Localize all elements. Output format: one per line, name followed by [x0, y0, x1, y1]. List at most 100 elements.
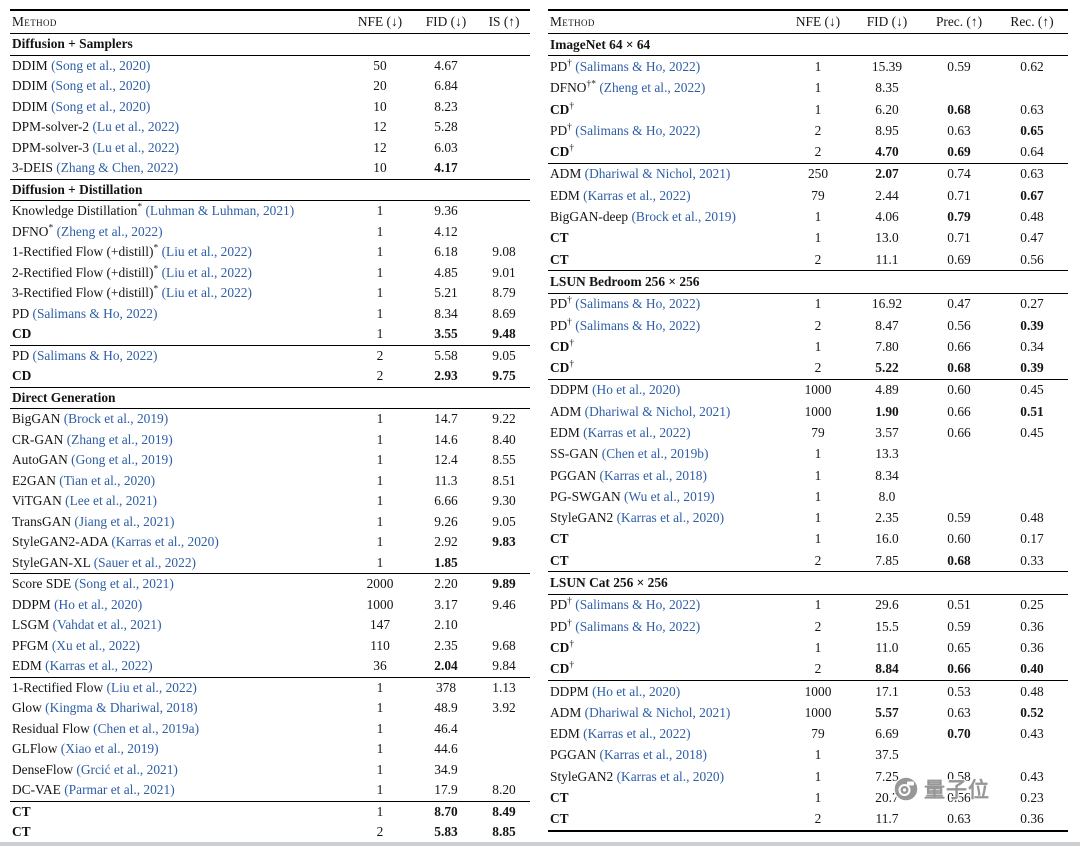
value-cell: 0.36 — [1020, 811, 1044, 827]
method-cell: CD† — [548, 339, 784, 355]
citation-link[interactable]: (Salimans & Ho, 2022) — [575, 58, 701, 74]
method-cell: DDIM (Song et al., 2020) — [10, 78, 346, 94]
citation-link[interactable]: (Gong et al., 2019) — [71, 452, 173, 468]
citation-link[interactable]: (Song et al., 2020) — [51, 78, 151, 94]
value-cell: 16.92 — [871, 296, 903, 312]
method-name: 3-Rectified Flow (+distill) — [12, 285, 154, 301]
citation-link[interactable]: (Karras et al., 2022) — [583, 424, 691, 440]
citation-link[interactable]: (Lee et al., 2021) — [65, 493, 157, 509]
method-superscript: * — [153, 264, 159, 275]
citation-link[interactable]: (Salimans & Ho, 2022) — [575, 122, 701, 138]
value-cell: 2 — [814, 251, 822, 267]
citation-link[interactable]: (Liu et al., 2022) — [161, 244, 252, 260]
value-cell: 5.21 — [434, 285, 458, 301]
citation-link[interactable]: (Jiang et al., 2021) — [74, 513, 175, 529]
citation-link[interactable]: (Karras et al., 2020) — [616, 768, 725, 784]
method-name: DDPM — [550, 683, 589, 699]
citation-link[interactable]: (Karras et al., 2020) — [111, 534, 219, 550]
table-row: EDM (Karras et al., 2022) 79 2.44 0.71 0.67 — [548, 185, 1068, 206]
citation-link[interactable]: (Karras et al., 2022) — [583, 726, 691, 742]
value-cell: 17.9 — [434, 782, 458, 798]
citation-link[interactable]: (Dhariwal & Nichol, 2021) — [584, 403, 731, 419]
value-cell: 44.6 — [434, 741, 458, 757]
citation-link[interactable]: (Dhariwal & Nichol, 2021) — [584, 704, 731, 720]
method-cell: PGGAN (Karras et al., 2018) — [548, 747, 784, 763]
method-name: Residual Flow — [12, 720, 90, 736]
table-row: DFNO†* (Zheng et al., 2022) 1 8.35 — [548, 78, 1068, 99]
citation-link[interactable]: (Brock et al., 2019) — [63, 411, 169, 427]
method-name: TransGAN — [12, 513, 72, 529]
citation-link[interactable]: (Luhman & Luhman, 2021) — [145, 203, 295, 219]
method-name: PD — [550, 296, 568, 312]
citation-link[interactable]: (Zheng et al., 2022) — [599, 80, 706, 96]
citation-link[interactable]: (Chen et al., 2019b) — [601, 446, 709, 462]
citation-link[interactable]: (Ho et al., 2020) — [592, 683, 681, 699]
citation-link[interactable]: (Zheng et al., 2022) — [56, 223, 163, 239]
citation-link[interactable]: (Zhang & Chen, 2022) — [56, 160, 179, 176]
section-title: Diffusion + Distillation — [12, 181, 143, 197]
value-cell: 79 — [811, 187, 825, 203]
citation-link[interactable]: (Salimans & Ho, 2022) — [575, 597, 701, 613]
value-cell: 1000 — [804, 704, 832, 720]
citation-link[interactable]: (Zhang et al., 2019) — [66, 431, 173, 447]
method-name: PD — [550, 618, 568, 634]
citation-link[interactable]: (Song et al., 2020) — [51, 57, 151, 73]
citation-link[interactable]: (Ho et al., 2020) — [54, 596, 143, 612]
citation-link[interactable]: (Wu et al., 2019) — [624, 488, 715, 504]
citation-link[interactable]: (Karras et al., 2022) — [583, 187, 691, 203]
citation-link[interactable]: (Xu et al., 2022) — [51, 637, 140, 653]
citation-link[interactable]: (Salimans & Ho, 2022) — [32, 347, 158, 363]
method-cell: CD† — [548, 144, 784, 160]
method-name: DFNO — [12, 223, 49, 239]
citation-link[interactable]: (Salimans & Ho, 2022) — [575, 317, 701, 333]
value-cell: 1 — [814, 338, 822, 354]
citation-link[interactable]: (Karras et al., 2018) — [599, 467, 707, 483]
value-cell: 0.58 — [947, 768, 971, 784]
citation-link[interactable]: (Karras et al., 2022) — [45, 658, 153, 674]
method-name: CD — [550, 338, 570, 354]
method-cell: LSGM (Vahdat et al., 2021) — [10, 617, 346, 633]
citation-link[interactable]: (Xiao et al., 2019) — [60, 741, 159, 757]
value-cell: 9.30 — [492, 493, 516, 509]
table-row: DDPM (Ho et al., 2020) 1000 4.89 0.60 0.45 — [548, 380, 1068, 401]
value-cell: 0.63 — [1020, 166, 1044, 182]
citation-link[interactable]: (Liu et al., 2022) — [161, 285, 252, 301]
citation-link[interactable]: (Lu et al., 2022) — [92, 119, 180, 135]
method-cell: 1-Rectified Flow (+distill)* (Liu et al.… — [10, 244, 346, 260]
citation-link[interactable]: (Karras et al., 2018) — [599, 747, 707, 763]
method-name: E2GAN — [12, 472, 56, 488]
column-header-method: Method — [12, 14, 57, 29]
table-rule — [548, 9, 1068, 11]
citation-link[interactable]: (Salimans & Ho, 2022) — [32, 305, 158, 321]
method-cell: CD† — [548, 640, 784, 656]
citation-link[interactable]: (Song et al., 2021) — [74, 576, 174, 592]
method-cell: SS-GAN (Chen et al., 2019b) — [548, 446, 784, 462]
method-name: PD — [550, 597, 568, 613]
table-row: DenseFlow (Grcić et al., 2021) 1 34.9 — [10, 760, 530, 781]
method-name: SS-GAN — [550, 446, 599, 462]
citation-link[interactable]: (Karras et al., 2020) — [616, 510, 725, 526]
column-header: IS (↑) — [488, 14, 520, 29]
citation-link[interactable]: (Brock et al., 2019) — [631, 209, 736, 225]
column-header-method: Method — [550, 14, 595, 29]
method-name: EDM — [12, 658, 42, 674]
citation-link[interactable]: (Salimans & Ho, 2022) — [575, 296, 701, 312]
citation-link[interactable]: (Tian et al., 2020) — [59, 472, 156, 488]
citation-link[interactable]: (Salimans & Ho, 2022) — [575, 618, 701, 634]
citation-link[interactable]: (Liu et al., 2022) — [106, 679, 197, 695]
table-row: PD (Salimans & Ho, 2022) 2 5.58 9.05 — [10, 346, 530, 367]
citation-link[interactable]: (Sauer et al., 2022) — [93, 554, 196, 570]
citation-link[interactable]: (Lu et al., 2022) — [92, 139, 180, 155]
citation-link[interactable]: (Chen et al., 2019a) — [93, 720, 200, 736]
value-cell: 1 — [814, 230, 822, 246]
citation-link[interactable]: (Grcić et al., 2021) — [76, 761, 178, 777]
table-row: CT 2 7.85 0.68 0.33 — [548, 550, 1068, 571]
value-cell: 1 — [814, 296, 822, 312]
citation-link[interactable]: (Liu et al., 2022) — [161, 264, 252, 280]
citation-link[interactable]: (Parmar et al., 2021) — [64, 782, 175, 798]
citation-link[interactable]: (Ho et al., 2020) — [592, 382, 681, 398]
citation-link[interactable]: (Song et al., 2020) — [51, 98, 151, 114]
citation-link[interactable]: (Dhariwal & Nichol, 2021) — [584, 166, 731, 182]
citation-link[interactable]: (Kingma & Dhariwal, 2018) — [45, 700, 198, 716]
citation-link[interactable]: (Vahdat et al., 2021) — [52, 617, 162, 633]
